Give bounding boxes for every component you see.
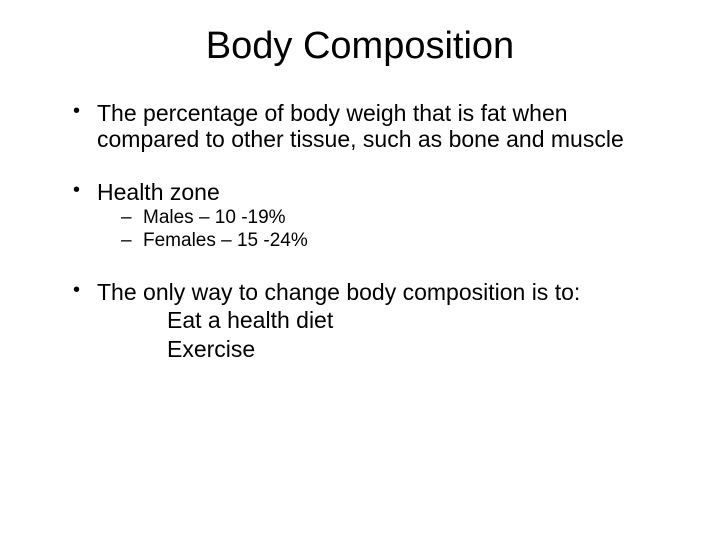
bullet-list: The percentage of body weigh that is fat…	[55, 100, 665, 362]
bullet-item: Health zone Males – 10 -19% Females – 15…	[73, 179, 665, 253]
bullet-text: Health zone	[97, 179, 220, 205]
sub-bullet-list: Males – 10 -19% Females – 15 -24%	[97, 207, 665, 253]
indent-line: Exercise	[97, 336, 665, 362]
bullet-text: The percentage of body weigh that is fat…	[97, 100, 624, 152]
sub-bullet-text: Males – 10 -19%	[143, 207, 286, 228]
bullet-text: The only way to change body composition …	[97, 279, 580, 305]
sub-bullet-item: Females – 15 -24%	[121, 230, 665, 253]
slide-title: Body Composition	[55, 25, 665, 68]
indent-line: Eat a health diet	[97, 307, 665, 333]
sub-bullet-item: Males – 10 -19%	[121, 207, 665, 230]
bullet-item: The only way to change body composition …	[73, 279, 665, 362]
bullet-item: The percentage of body weigh that is fat…	[73, 100, 665, 153]
sub-bullet-text: Females – 15 -24%	[143, 230, 308, 251]
